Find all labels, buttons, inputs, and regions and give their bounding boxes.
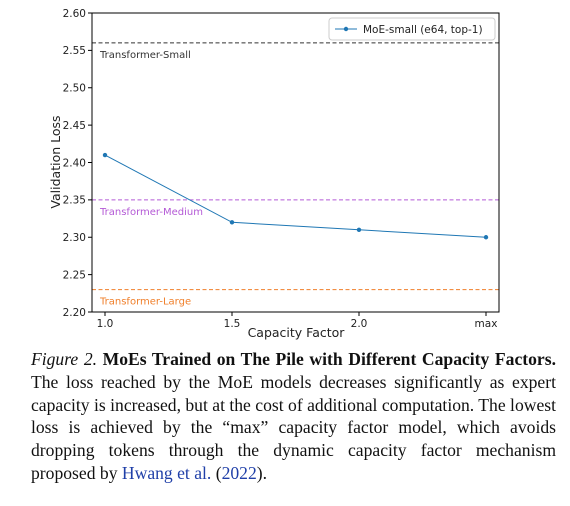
x-axis-title: Capacity Factor [248,325,346,340]
reference-line-label: Transformer-Medium [99,207,203,218]
y-tick-label: 2.55 [63,45,86,57]
y-axis-title: Validation Loss [48,115,63,208]
y-tick-label: 2.30 [63,232,86,244]
y-tick-label: 2.25 [63,269,86,281]
caption-body: The loss reached by the MoE models decre… [31,371,556,483]
x-axis-ticks: 1.0 1.5 2.0 max [97,312,498,330]
citation-year-link[interactable]: 2022 [221,462,257,483]
y-tick-label: 2.40 [63,157,86,169]
caption-title: MoEs Trained on The Pile with Different … [102,349,556,369]
series-layer [102,152,489,240]
legend: MoE-small (e64, top-1) [328,17,496,41]
data-point [356,227,362,232]
reference-line-label: Transformer-Small [99,50,191,61]
caption-end: . [262,462,268,483]
y-axis-ticks: 2.20 2.25 2.30 2.35 2.40 2.45 2.50 2.55 2.60 [63,8,92,319]
citation-link[interactable]: Hwang et al. [121,462,212,483]
data-point [483,235,489,240]
figure-caption: Figure 2. MoEs Trained on The Pile with … [31,349,556,483]
series-line [104,154,487,238]
y-tick-label: 2.45 [63,120,86,132]
legend-box [328,17,496,41]
legend-label: MoE-small (e64, top-1) [363,24,483,36]
y-tick-label: 2.50 [63,83,86,95]
reference-line-label: Transformer-Large [99,297,191,308]
x-tick-label: 1.0 [97,318,114,330]
x-tick-label: max [475,318,498,330]
legend-marker-swatch [343,26,349,32]
x-tick-label: 1.5 [224,318,241,330]
reference-lines: Transformer-Small Transformer-Medium Trans… [92,42,499,308]
capacity-factor-chart: Transformer-Small Transformer-Medium Trans… [48,8,500,340]
data-point [229,220,235,225]
x-tick-label: 2.0 [351,318,368,330]
y-tick-label: 2.60 [63,8,86,20]
caption-figure-label: Figure 2. [31,349,98,369]
y-tick-label: 2.20 [63,307,86,319]
y-tick-label: 2.35 [63,195,86,207]
data-point [102,152,108,158]
